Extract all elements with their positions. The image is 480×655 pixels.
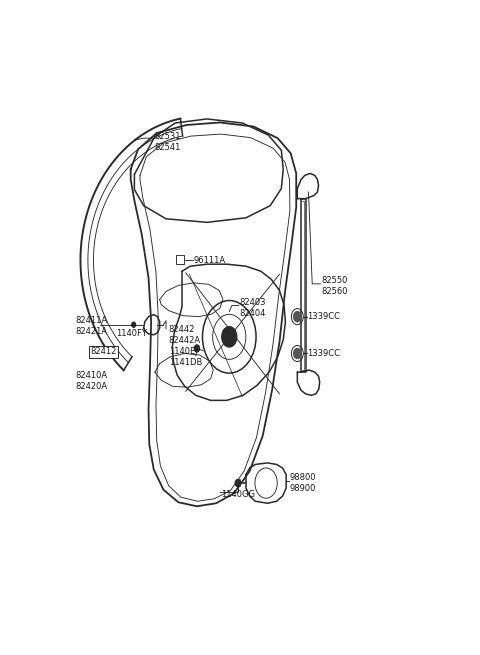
Text: 82403
82404: 82403 82404 xyxy=(240,298,266,318)
Circle shape xyxy=(294,348,301,358)
Text: 82410A
82420A: 82410A 82420A xyxy=(75,371,107,391)
Text: 98800
98900: 98800 98900 xyxy=(290,473,316,493)
Text: 82442
82442A
1140EJ
1141DB: 82442 82442A 1140EJ 1141DB xyxy=(168,325,202,367)
Circle shape xyxy=(194,345,200,352)
Text: 96111A: 96111A xyxy=(194,255,226,265)
Text: 1339CC: 1339CC xyxy=(307,312,340,321)
Circle shape xyxy=(294,312,301,322)
Text: 82412: 82412 xyxy=(91,347,117,356)
Text: 1140FY: 1140FY xyxy=(117,329,147,338)
Text: 82411A
82421A: 82411A 82421A xyxy=(75,316,107,336)
Bar xyxy=(176,255,184,264)
Circle shape xyxy=(222,327,237,347)
Circle shape xyxy=(132,322,135,328)
Text: 1339CC: 1339CC xyxy=(307,349,340,358)
Text: 1140GG: 1140GG xyxy=(221,490,255,499)
Text: 82550
82560: 82550 82560 xyxy=(321,276,348,297)
Circle shape xyxy=(235,479,240,487)
Text: 82531
82541: 82531 82541 xyxy=(155,132,181,152)
